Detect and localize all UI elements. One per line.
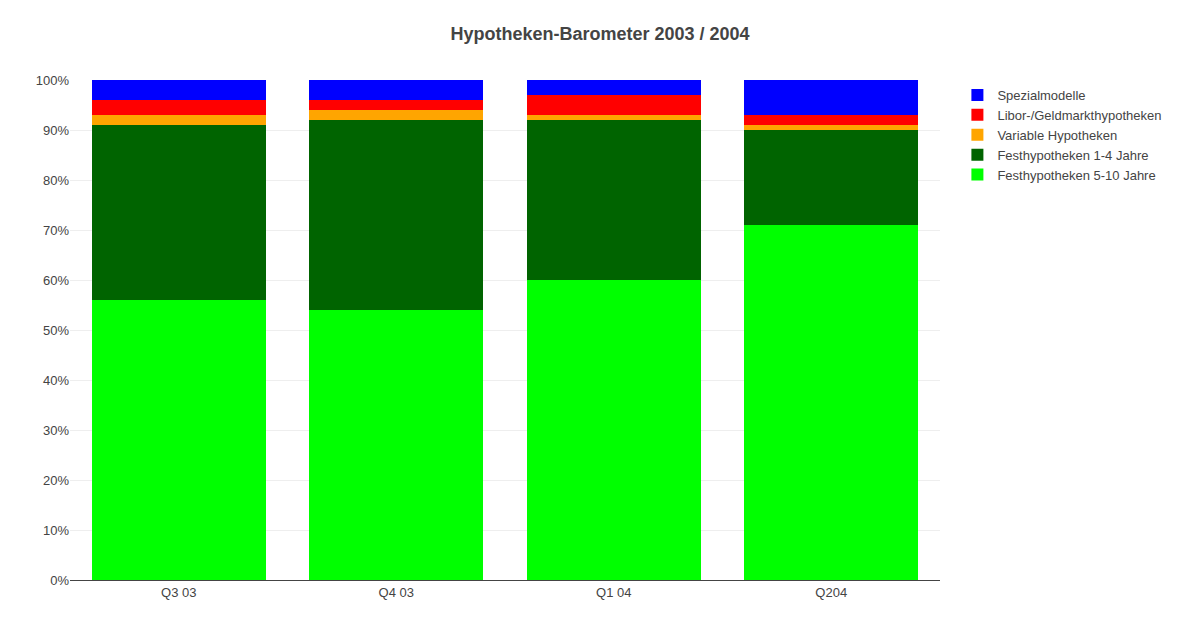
- svg-text:70%: 70%: [43, 223, 69, 238]
- svg-text:Q1 04: Q1 04: [596, 585, 631, 600]
- svg-text:Libor-/Geldmarkthypotheken: Libor-/Geldmarkthypotheken: [997, 108, 1161, 123]
- svg-text:Festhypotheken 5-10 Jahre: Festhypotheken 5-10 Jahre: [997, 168, 1155, 183]
- svg-text:100%: 100%: [36, 73, 70, 88]
- svg-text:Q204: Q204: [815, 585, 847, 600]
- svg-text:0%: 0%: [50, 573, 69, 588]
- svg-text:10%: 10%: [43, 523, 69, 538]
- svg-text:50%: 50%: [43, 323, 69, 338]
- svg-text:Q4 03: Q4 03: [379, 585, 414, 600]
- svg-text:30%: 30%: [43, 423, 69, 438]
- svg-text:Q3 03: Q3 03: [161, 585, 196, 600]
- svg-text:Variable Hypotheken: Variable Hypotheken: [997, 128, 1117, 143]
- svg-text:60%: 60%: [43, 273, 69, 288]
- svg-text:20%: 20%: [43, 473, 69, 488]
- svg-text:40%: 40%: [43, 373, 69, 388]
- svg-text:Spezialmodelle: Spezialmodelle: [997, 88, 1085, 103]
- svg-text:Festhypotheken 1-4 Jahre: Festhypotheken 1-4 Jahre: [997, 148, 1148, 163]
- svg-text:80%: 80%: [43, 173, 69, 188]
- svg-text:Hypotheken-Barometer 2003 / 20: Hypotheken-Barometer 2003 / 2004: [450, 24, 749, 44]
- svg-text:90%: 90%: [43, 123, 69, 138]
